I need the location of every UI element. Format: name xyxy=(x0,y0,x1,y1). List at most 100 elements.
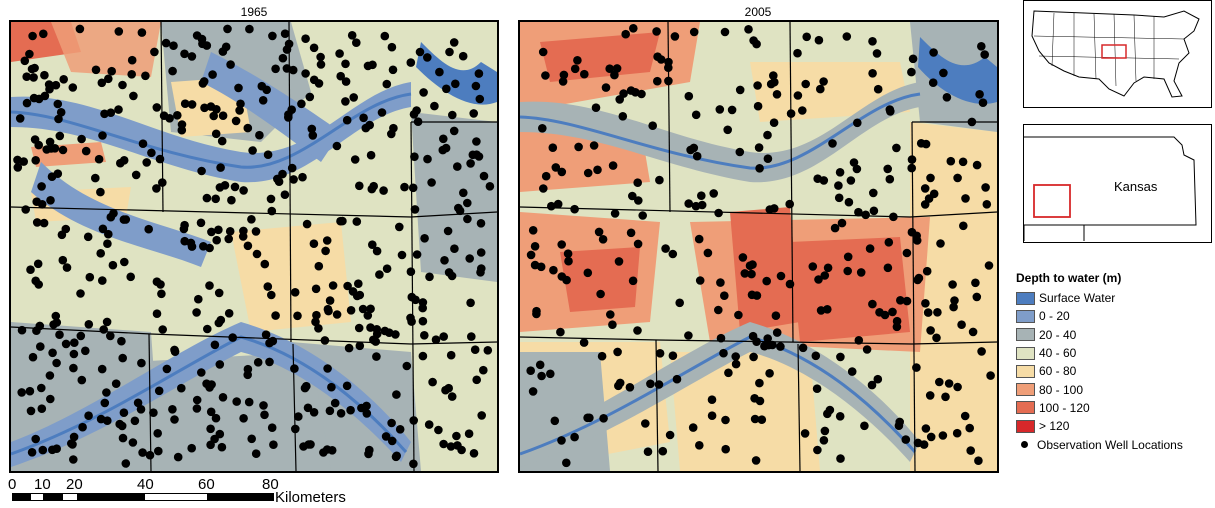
well-point xyxy=(203,324,212,334)
scale-tick: 0 xyxy=(8,476,17,493)
well-point xyxy=(131,170,141,180)
well-point xyxy=(485,182,495,191)
well-point xyxy=(463,214,472,224)
well-point xyxy=(358,304,368,314)
well-point xyxy=(431,335,441,345)
well-point xyxy=(161,38,171,48)
well-point xyxy=(322,236,332,245)
well-point xyxy=(69,349,79,359)
well-point xyxy=(321,246,330,256)
well-point xyxy=(100,398,110,408)
well-point xyxy=(309,408,319,417)
well-point xyxy=(971,278,980,288)
well-point xyxy=(205,281,214,290)
well-point xyxy=(606,310,615,319)
well-point xyxy=(223,24,232,34)
well-point xyxy=(355,181,364,191)
well-point xyxy=(350,155,360,164)
well-point xyxy=(854,207,863,217)
well-point xyxy=(406,267,416,276)
well-point xyxy=(259,401,268,410)
well-point xyxy=(772,328,782,337)
well-point xyxy=(278,53,288,63)
well-point xyxy=(430,101,439,111)
well-point xyxy=(392,390,401,399)
well-point xyxy=(98,276,107,285)
well-point xyxy=(192,308,201,317)
well-point xyxy=(441,385,450,395)
well-point xyxy=(475,94,485,104)
well-point xyxy=(744,25,753,34)
well-point xyxy=(45,84,54,94)
well-point xyxy=(953,382,962,392)
legend-swatch xyxy=(1016,328,1035,342)
well-point xyxy=(260,259,270,269)
scale-segment xyxy=(62,493,78,501)
well-point xyxy=(653,52,662,61)
well-point xyxy=(342,115,352,125)
well-point xyxy=(530,242,540,251)
well-point xyxy=(926,326,935,335)
county-boundaries xyxy=(520,22,997,471)
well-point xyxy=(194,294,203,304)
well-point xyxy=(15,114,25,123)
well-point xyxy=(13,163,23,172)
well-point xyxy=(570,64,580,74)
well-point xyxy=(91,173,100,183)
well-point xyxy=(981,183,990,192)
well-point xyxy=(17,325,27,335)
well-point xyxy=(834,181,843,190)
well-symbol-icon xyxy=(1021,441,1028,449)
well-point xyxy=(245,24,254,34)
well-point xyxy=(377,108,387,117)
well-point xyxy=(144,224,153,234)
well-point xyxy=(45,371,55,380)
well-point xyxy=(466,298,475,308)
well-point xyxy=(153,429,162,438)
well-point xyxy=(925,391,935,400)
well-point xyxy=(836,454,845,463)
well-point xyxy=(53,99,63,109)
well-point xyxy=(39,218,49,228)
well-point xyxy=(769,71,778,80)
well-point xyxy=(266,194,276,204)
legend-item: 60 - 80 xyxy=(1016,362,1215,380)
well-point xyxy=(929,189,939,199)
well-point xyxy=(798,106,807,115)
well-point xyxy=(547,201,556,211)
well-point xyxy=(126,272,135,282)
well-point xyxy=(187,100,197,109)
well-point xyxy=(410,205,420,214)
well-point xyxy=(119,408,129,418)
river-valley-0-20 xyxy=(201,52,341,162)
well-point xyxy=(323,304,333,314)
well-point xyxy=(483,346,493,355)
well-point xyxy=(828,139,837,148)
well-point xyxy=(435,67,444,77)
well-point xyxy=(980,50,989,59)
well-point xyxy=(231,116,241,126)
well-point xyxy=(58,145,68,155)
well-point xyxy=(26,406,36,416)
well-point xyxy=(68,83,78,92)
well-point xyxy=(446,442,456,451)
well-point xyxy=(884,238,894,247)
well-point xyxy=(420,234,429,243)
well-point xyxy=(76,289,85,298)
well-point xyxy=(280,29,290,38)
well-point xyxy=(50,144,60,153)
well-point xyxy=(469,109,479,118)
well-point xyxy=(594,227,604,237)
well-point xyxy=(312,310,321,320)
well-point xyxy=(476,219,486,228)
scale-segment xyxy=(78,493,144,501)
border-lines xyxy=(1023,225,1085,241)
well-point xyxy=(932,333,941,343)
well-point xyxy=(612,64,622,73)
legend-label: Observation Well Locations xyxy=(1037,437,1183,452)
well-point xyxy=(349,93,359,102)
well-point xyxy=(551,163,561,172)
well-point xyxy=(463,198,472,208)
well-point xyxy=(52,318,62,327)
well-point xyxy=(892,316,902,326)
